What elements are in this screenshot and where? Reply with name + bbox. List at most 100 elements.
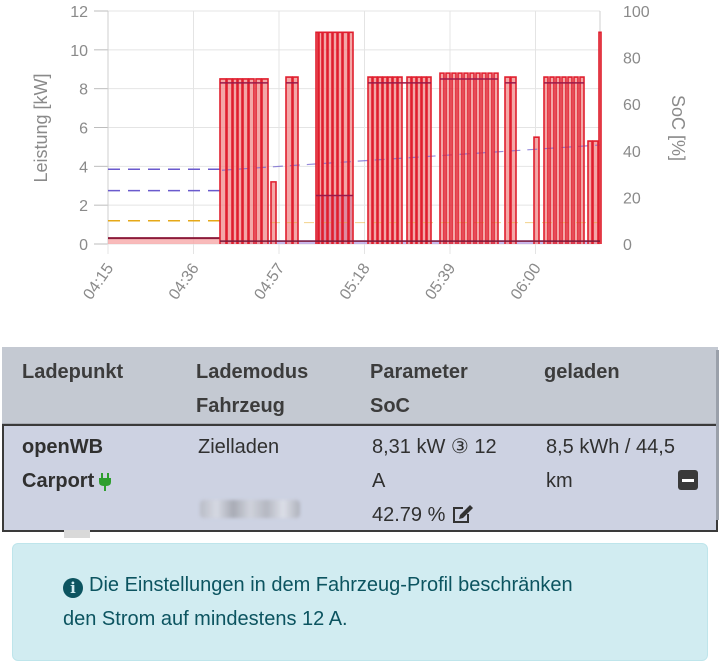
power-pulse-line — [348, 31, 354, 244]
charge-parameter-line2: A — [372, 470, 386, 492]
scrollbar[interactable] — [716, 350, 719, 520]
power-pulse — [368, 77, 372, 245]
header-fahrzeug-label: Fahrzeug — [196, 395, 285, 417]
charged-line2: km — [546, 470, 573, 492]
power-pulse — [238, 78, 242, 244]
power-pulse-line — [504, 76, 511, 244]
power-pulse — [227, 78, 232, 244]
power-pulse — [383, 77, 387, 245]
collapse-button[interactable] — [678, 470, 698, 490]
power-pulse-line — [561, 76, 567, 244]
power-pulse-line — [367, 76, 373, 244]
power-pulse — [333, 32, 337, 244]
charge-point-table: Ladepunkt Lademodus Fahrzeug Parameter S… — [2, 347, 718, 532]
power-pulse — [470, 73, 474, 244]
power-pulse — [249, 78, 254, 244]
power-pulse — [494, 73, 498, 244]
x-tick-label: 04:36 — [166, 260, 203, 303]
power-pulse-line — [493, 72, 499, 244]
power-pulse — [398, 77, 402, 245]
power-pulse-line — [237, 78, 243, 244]
power-pulse — [262, 78, 268, 244]
power-pulse — [599, 32, 601, 244]
power-pulse-line — [510, 76, 517, 244]
power-pulse-line — [411, 76, 417, 244]
alert-line2: den Strom auf mindestens 12 A. — [63, 608, 348, 630]
power-pulse-line — [318, 31, 323, 244]
power-base-area — [108, 238, 220, 244]
header-ladepunkt-label: Ladepunkt — [22, 361, 124, 383]
power-pulse — [452, 73, 456, 244]
y-tick-left-label: 8 — [79, 82, 88, 99]
power-pulse — [476, 73, 480, 244]
y-tick-left-label: 6 — [79, 121, 88, 138]
power-pulse — [574, 77, 578, 245]
table-row[interactable]: openWB Carport Zielladen 8,31 kW ③ 12 A … — [2, 424, 718, 532]
edit-icon[interactable] — [451, 503, 475, 525]
power-pulse — [440, 73, 444, 244]
power-pulse — [233, 78, 237, 244]
power-pulse — [271, 181, 276, 244]
power-pulse — [446, 73, 450, 244]
header-lademodus-label: Lademodus — [196, 361, 309, 383]
power-pulse-line — [315, 31, 319, 244]
header-soc-label: SoC — [370, 395, 410, 417]
power-pulse — [388, 77, 392, 245]
power-pulse — [286, 77, 292, 245]
info-alert: i Die Einstellungen in dem Fahrzeug-Profi… — [12, 543, 708, 661]
charged-line1: 8,5 kWh / 44,5 — [546, 436, 675, 458]
power-pulse-line — [469, 72, 475, 244]
power-pulse-line — [543, 76, 549, 244]
power-pulse — [243, 78, 248, 244]
power-pulse — [464, 73, 468, 244]
charge-point-name-line1: openWB — [22, 436, 104, 458]
alert-text: i Die Einstellungen in dem Fahrzeug-Profi… — [63, 568, 683, 636]
power-pulse-line — [337, 31, 343, 244]
power-pulse — [338, 32, 342, 244]
power-pulse-line — [392, 76, 398, 244]
power-pulse-line — [598, 31, 602, 244]
power-pulse — [562, 77, 566, 245]
y-tick-right-label: 80 — [623, 51, 641, 68]
power-pulse — [458, 73, 462, 244]
power-pulse — [343, 32, 348, 244]
power-pulse — [417, 77, 421, 245]
power-pulse — [534, 137, 539, 244]
power-pulse-line — [372, 76, 378, 244]
power-pulse-line — [533, 136, 540, 244]
power-pulse — [556, 77, 560, 245]
charge-mode[interactable]: Zielladen — [198, 436, 280, 458]
power-pulse-line — [421, 76, 427, 244]
y-tick-right-label: 20 — [623, 190, 641, 207]
x-tick-label: 04:57 — [251, 260, 288, 303]
power-pulse-line — [579, 76, 585, 244]
power-pulse-line — [587, 140, 593, 244]
power-pulse-line — [242, 78, 249, 244]
chart-svg: 0 2 4 6 8 10 12 0 20 40 60 80 100 04:15 04:36 04:57 05:1… — [31, 4, 688, 303]
power-pulse-line — [261, 78, 269, 244]
power-pulse — [544, 77, 548, 245]
power-pulse-line — [555, 76, 561, 244]
power-pulse-line — [285, 76, 293, 244]
power-pulse-line — [567, 76, 573, 244]
y-tick-left-label: 0 — [79, 237, 88, 254]
power-pulse-line — [332, 31, 338, 244]
plug-icon — [99, 472, 112, 491]
power-pulse-line — [232, 78, 238, 244]
power-pulse — [588, 141, 592, 244]
power-pulse — [393, 77, 397, 245]
power-pulse-line — [342, 31, 349, 244]
power-pulse — [328, 32, 332, 244]
power-pulse-line — [406, 76, 412, 244]
charged-amount: 8,5 kWh / 44,5 km — [546, 430, 675, 498]
charge-parameter: 8,31 kW ③ 12 A 42.79 % — [372, 430, 497, 532]
power-pulse-line — [463, 72, 469, 244]
header-parameter-label: Parameter — [370, 361, 468, 383]
y-axis-right-title: SoC [%] — [668, 95, 688, 161]
power-pulse — [316, 32, 318, 244]
power-pulse — [511, 77, 516, 245]
power-pulse-line — [549, 76, 555, 244]
y-tick-left-label: 10 — [70, 43, 88, 60]
power-pulse — [505, 77, 510, 245]
divider — [64, 530, 90, 538]
